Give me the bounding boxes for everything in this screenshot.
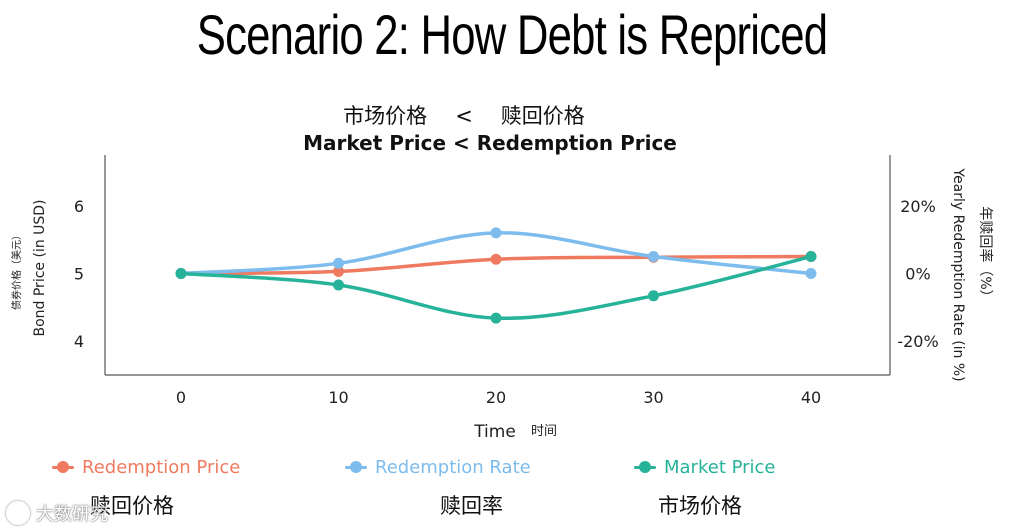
x-tick-label: 0 (176, 388, 186, 407)
x-tick-label: 40 (801, 388, 821, 407)
y-tick-label-left: 4 (74, 332, 84, 351)
cn-subtitle: 市场价格 < 赎回价格 (0, 100, 928, 130)
chart-title: Market Price < Redemption Price (303, 131, 677, 155)
legend-swatch-icon (345, 460, 367, 474)
redemption-price-point (333, 265, 344, 277)
legend-swatch-icon (634, 460, 656, 474)
y-axis-label-left-cn: 债券价格（美元） (10, 230, 23, 310)
market-price-point (648, 290, 659, 302)
line-chart: 4 5 6 -20% 0% 20% 0 10 20 30 40 Time 时间 Bond Price (i… (10, 155, 994, 442)
market-price-point (490, 312, 502, 324)
redemption-price-point (490, 253, 502, 265)
y-axis-label-right: Yearly Redemption Rate (in %) (950, 167, 966, 381)
legend-label: Redemption Rate (375, 456, 531, 478)
x-axis-label: Time (473, 422, 516, 442)
market-price-line (179, 254, 813, 321)
series-cn-label-redemption-rate: 赎回率 (440, 494, 503, 518)
y-axis-label-left: Bond Price (in USD) (32, 199, 48, 336)
legend-swatch-icon (52, 460, 74, 474)
cn-subtitle-right: 赎回价格 (500, 104, 585, 128)
market-price-point (805, 251, 817, 263)
cn-subtitle-left: 市场价格 (343, 104, 428, 128)
redemption-rate-point (490, 227, 502, 239)
market-price-point (175, 267, 187, 279)
x-tick-label: 30 (643, 388, 663, 407)
y-tick-label-right: -20% (897, 332, 938, 351)
y-tick-label-left: 6 (74, 197, 84, 216)
redemption-rate-point (805, 267, 817, 279)
redemption-rate-point (648, 251, 659, 263)
legend-label: Redemption Price (82, 456, 241, 478)
x-tick-label: 10 (328, 388, 348, 407)
redemption-rate-point (333, 257, 344, 269)
watermark-logo-icon (6, 501, 30, 525)
series-cn-label-redemption-price: 赎回价格 (90, 494, 174, 518)
y-tick-label-left: 5 (74, 264, 84, 283)
watermark: 大数研究 (6, 500, 108, 526)
y-tick-label-right: 20% (900, 197, 936, 216)
slide-title: Scenario 2: How Debt is Repriced (196, 3, 828, 66)
watermark-text: 大数研究 (36, 504, 108, 525)
legend-item-redemption-rate: Redemption Rate (345, 455, 531, 479)
y-tick-label-right: 0% (905, 264, 930, 283)
market-price-point (333, 279, 344, 291)
legend-item-market-price: Market Price (634, 455, 776, 479)
x-tick-label: 20 (486, 388, 506, 407)
redemption-rate-line (179, 231, 813, 276)
x-axis-label-cn: 时间 (531, 424, 557, 439)
legend-label: Market Price (664, 456, 776, 478)
y-axis-label-right-cn: 年赎回率（%） (977, 206, 994, 303)
legend-item-redemption-price: Redemption Price (52, 455, 240, 479)
cn-subtitle-operator: < (455, 104, 473, 128)
series-cn-label-market-price: 市场价格 (658, 494, 742, 518)
